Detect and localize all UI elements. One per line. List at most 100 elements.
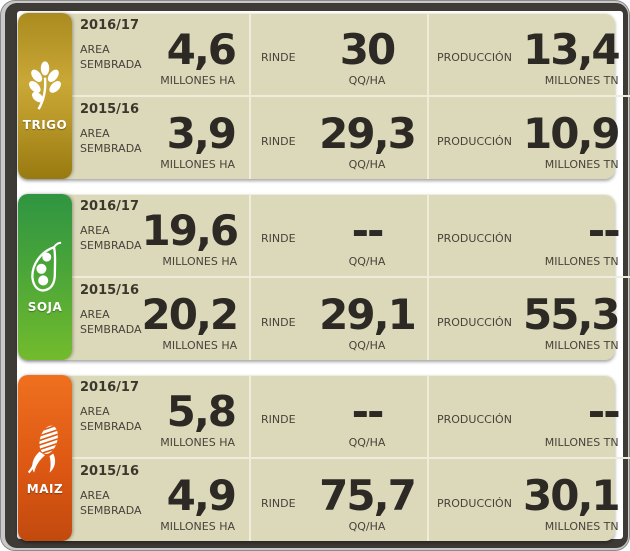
produccion-unit: MILLONES TN: [544, 158, 619, 171]
area-unit: MILLONES HA: [160, 74, 235, 87]
rinde-label: RINDE: [261, 315, 296, 329]
rinde-label: RINDE: [261, 231, 296, 245]
rinde-value: 30: [339, 25, 396, 74]
crop-label: TRIGO: [22, 117, 68, 132]
area-label: AREA SEMBRADA: [80, 308, 142, 336]
season-rows: 2016/17 AREA SEMBRADA 4,6 MILLONES HA RI…: [72, 13, 630, 179]
produccion-label: PRODUCCIÓN: [437, 315, 512, 329]
area-cell: AREA SEMBRADA 20,2 MILLONES HA: [72, 278, 249, 360]
area-cell: AREA SEMBRADA 4,6 MILLONES HA: [72, 13, 249, 95]
rinde-value: 29,1: [319, 290, 417, 339]
rinde-unit: QQ/HA: [348, 255, 386, 268]
season-year: 2015/16: [80, 464, 140, 479]
area-value: 4,9: [166, 471, 237, 520]
season-row: 2016/17 AREA SEMBRADA 5,8 MILLONES HA RI…: [72, 375, 630, 457]
rinde-value: --: [351, 206, 385, 255]
crop-label: MAIZ: [26, 481, 64, 496]
produccion-unit: MILLONES TN: [544, 339, 619, 352]
produccion-value: --: [587, 206, 621, 255]
produccion-label: PRODUCCIÓN: [437, 496, 512, 510]
produccion-value: 10,9: [523, 109, 621, 158]
crop-card-soja: SOJA 2016/17 AREA SEMBRADA 19,6 MILLONES…: [18, 194, 630, 360]
season-year: 2016/17: [80, 18, 140, 33]
rinde-value: 29,3: [319, 109, 417, 158]
rinde-unit: QQ/HA: [348, 339, 386, 352]
produccion-cell: PRODUCCIÓN 30,1 MILLONES TN: [427, 459, 630, 541]
rinde-cell: RINDE -- QQ/HA: [249, 194, 427, 276]
produccion-value: 55,3: [523, 290, 621, 339]
area-cell: AREA SEMBRADA 5,8 MILLONES HA: [72, 375, 249, 457]
rinde-unit: QQ/HA: [348, 74, 386, 87]
area-label: AREA SEMBRADA: [80, 489, 142, 517]
produccion-unit: MILLONES TN: [544, 436, 619, 449]
season-year: 2016/17: [80, 199, 140, 214]
rinde-cell: RINDE -- QQ/HA: [249, 375, 427, 457]
produccion-cell: PRODUCCIÓN -- MILLONES TN: [427, 194, 630, 276]
season-year: 2015/16: [80, 283, 140, 298]
produccion-label: PRODUCCIÓN: [437, 231, 512, 245]
rinde-value: --: [351, 387, 385, 436]
produccion-label: PRODUCCIÓN: [437, 134, 512, 148]
rinde-cell: RINDE 29,3 QQ/HA: [249, 97, 427, 179]
season-rows: 2016/17 AREA SEMBRADA 19,6 MILLONES HA R…: [72, 194, 630, 360]
produccion-label: PRODUCCIÓN: [437, 412, 512, 426]
rinde-unit: QQ/HA: [348, 158, 386, 171]
crop-panel-maiz: MAIZ: [18, 375, 72, 541]
produccion-label: PRODUCCIÓN: [437, 50, 512, 64]
area-cell: AREA SEMBRADA 19,6 MILLONES HA: [72, 194, 249, 276]
season-row: 2016/17 AREA SEMBRADA 4,6 MILLONES HA RI…: [72, 13, 630, 95]
season-row: 2015/16 AREA SEMBRADA 3,9 MILLONES HA RI…: [72, 95, 630, 179]
season-row: 2015/16 AREA SEMBRADA 20,2 MILLONES HA R…: [72, 276, 630, 360]
rinde-cell: RINDE 30 QQ/HA: [249, 13, 427, 95]
area-unit: MILLONES HA: [160, 436, 235, 449]
corn-icon: [25, 421, 65, 475]
area-unit: MILLONES HA: [162, 339, 238, 352]
area-unit: MILLONES HA: [160, 520, 235, 533]
soy-icon: [27, 241, 63, 293]
crop-panel-soja: SOJA: [18, 194, 72, 360]
season-row: 2016/17 AREA SEMBRADA 19,6 MILLONES HA R…: [72, 194, 630, 276]
season-row: 2015/16 AREA SEMBRADA 4,9 MILLONES HA RI…: [72, 457, 630, 541]
crop-card-trigo: TRIGO 2016/17 AREA SEMBRADA 4,6 MILLONES…: [18, 13, 630, 179]
produccion-value: 13,4: [523, 25, 621, 74]
produccion-cell: PRODUCCIÓN -- MILLONES TN: [427, 375, 630, 457]
area-label: AREA SEMBRADA: [80, 43, 142, 71]
produccion-cell: PRODUCCIÓN 10,9 MILLONES TN: [427, 97, 630, 179]
crop-card-maiz: MAIZ 2016/17 AREA SEMBRADA 5,8 MILLONES …: [18, 375, 630, 541]
area-value: 4,6: [166, 25, 237, 74]
dark-frame: TRIGO 2016/17 AREA SEMBRADA 4,6 MILLONES…: [5, 3, 630, 548]
rinde-label: RINDE: [261, 412, 296, 426]
area-value: 19,6: [141, 206, 240, 255]
area-value: 3,9: [166, 109, 237, 158]
rinde-label: RINDE: [261, 134, 296, 148]
produccion-cell: PRODUCCIÓN 55,3 MILLONES TN: [427, 278, 630, 360]
produccion-unit: MILLONES TN: [544, 255, 619, 268]
rinde-label: RINDE: [261, 496, 296, 510]
season-year: 2015/16: [80, 102, 140, 117]
area-value: 20,2: [141, 290, 240, 339]
area-label: AREA SEMBRADA: [80, 224, 142, 252]
area-unit: MILLONES HA: [162, 255, 238, 268]
infographic-content: TRIGO 2016/17 AREA SEMBRADA 4,6 MILLONES…: [17, 11, 630, 541]
produccion-unit: MILLONES TN: [544, 520, 619, 533]
season-year: 2016/17: [80, 380, 140, 395]
rinde-label: RINDE: [261, 50, 296, 64]
produccion-value: --: [587, 387, 621, 436]
produccion-cell: PRODUCCIÓN 13,4 MILLONES TN: [427, 13, 630, 95]
area-label: AREA SEMBRADA: [80, 127, 142, 155]
area-label: AREA SEMBRADA: [80, 405, 142, 433]
area-cell: AREA SEMBRADA 3,9 MILLONES HA: [72, 97, 249, 179]
area-cell: AREA SEMBRADA 4,9 MILLONES HA: [72, 459, 249, 541]
rinde-cell: RINDE 29,1 QQ/HA: [249, 278, 427, 360]
area-value: 5,8: [166, 387, 237, 436]
crop-label: SOJA: [27, 299, 63, 314]
crop-panel-trigo: TRIGO: [18, 13, 72, 179]
produccion-value: 30,1: [523, 471, 621, 520]
produccion-unit: MILLONES TN: [544, 74, 619, 87]
wheat-icon: [26, 60, 64, 111]
rinde-unit: QQ/HA: [348, 436, 386, 449]
season-rows: 2016/17 AREA SEMBRADA 5,8 MILLONES HA RI…: [72, 375, 630, 541]
rinde-unit: QQ/HA: [348, 520, 386, 533]
area-unit: MILLONES HA: [160, 158, 235, 171]
